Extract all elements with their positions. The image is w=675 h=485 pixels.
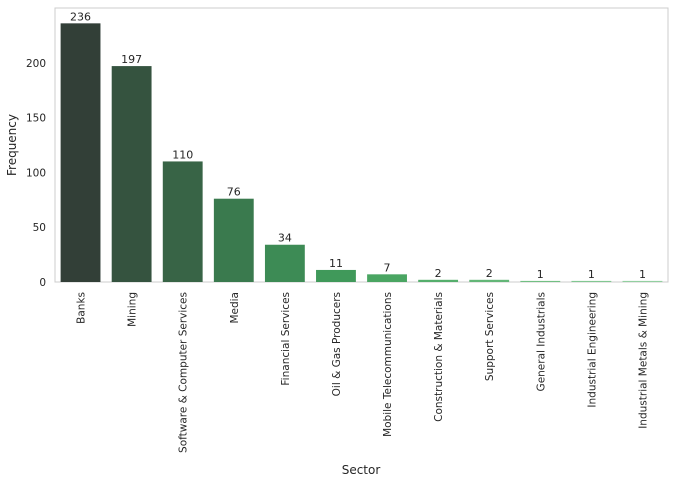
x-tick-label: Banks: [76, 292, 88, 324]
bar: [111, 66, 152, 282]
bar: [622, 280, 663, 282]
y-tick-label: 50: [33, 222, 46, 234]
y-tick-label: 200: [26, 58, 46, 70]
bar: [367, 274, 407, 282]
value-label: 110: [172, 148, 193, 161]
value-label: 236: [70, 10, 91, 23]
value-label: 11: [329, 257, 343, 270]
bar: [469, 279, 510, 282]
value-label: 2: [486, 267, 493, 280]
value-label: 1: [639, 268, 646, 281]
value-label: 2: [435, 267, 442, 280]
bar: [213, 198, 254, 282]
bar: [162, 161, 203, 282]
x-tick-label: Construction & Materials: [433, 292, 445, 422]
y-tick-label: 150: [26, 113, 46, 125]
bar: [571, 280, 612, 282]
value-label: 1: [537, 268, 544, 281]
x-tick-label: Mobile Telecommunications: [382, 292, 394, 437]
value-label: 34: [278, 232, 292, 245]
y-tick-label: 0: [39, 277, 46, 289]
x-tick-label: Industrial Engineering: [586, 292, 598, 408]
x-tick-label: Oil & Gas Producers: [331, 292, 343, 396]
x-tick-label: Industrial Metals & Mining: [637, 292, 649, 429]
value-label: 197: [121, 53, 142, 66]
bar: [316, 269, 356, 282]
x-tick-label: Mining: [127, 292, 139, 327]
value-label: 76: [227, 186, 241, 199]
x-axis-label: Sector: [342, 463, 381, 477]
value-label: 1: [588, 268, 595, 281]
x-tick-label: Software & Computer Services: [178, 292, 190, 453]
value-label: 7: [384, 261, 391, 274]
x-tick-label: General Industrials: [535, 292, 547, 391]
bar: [520, 280, 561, 282]
bar: [418, 279, 459, 282]
x-tick-label: Financial Services: [280, 292, 292, 386]
x-tick-label: Support Services: [484, 292, 496, 381]
bar: [264, 244, 305, 282]
x-tick-label: Media: [229, 292, 241, 324]
y-axis-label: Frequency: [5, 114, 19, 176]
plot-frame: [54, 7, 669, 283]
bar: [60, 23, 101, 283]
y-tick-label: 100: [26, 167, 46, 179]
